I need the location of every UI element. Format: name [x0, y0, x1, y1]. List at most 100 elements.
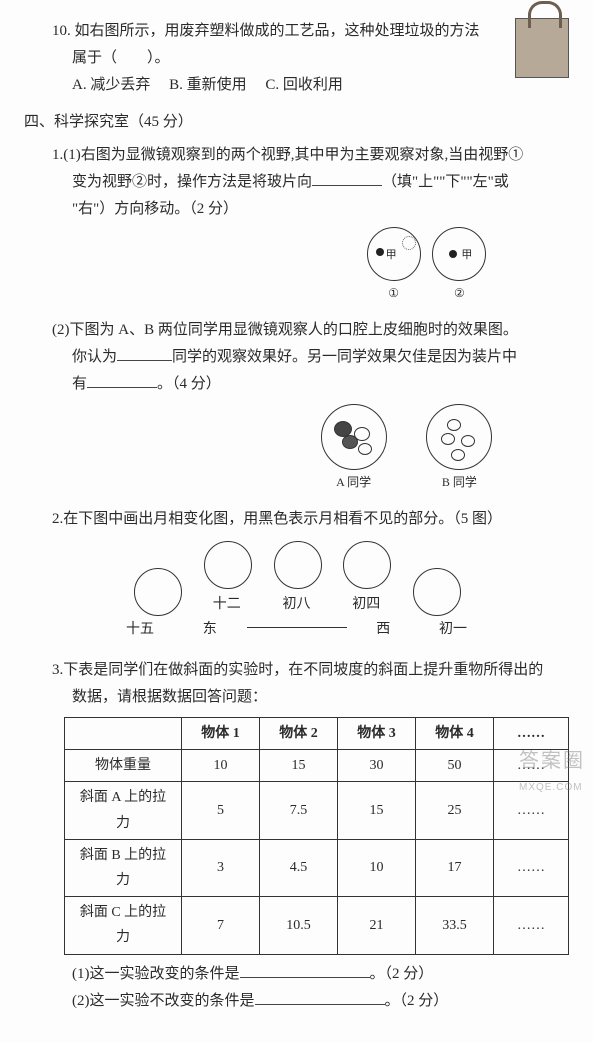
- dotted-icon: [402, 236, 416, 250]
- s4q1-2-l2a: 你认为: [72, 349, 117, 365]
- s4q1-1-line3: "右"）方向移动。（2 分）: [24, 196, 569, 223]
- table-cell: ……: [494, 897, 569, 954]
- s4q3: 3.下表是同学们在做斜面的实验时，在不同坡度的斜面上提升重物所得出的 数据，请根…: [24, 657, 569, 1015]
- s4q1-1-l1: 右图为显微镜观察到的两个视野,其中甲为主要观察对象,当由视野①: [81, 147, 524, 163]
- s4q1-2-l2b: 同学的观察效果好。另一同学效果欠佳是因为装片中: [172, 349, 517, 365]
- table-cell: 17: [416, 839, 494, 896]
- table-cell: 10.5: [260, 897, 338, 954]
- s4q1-2-l3b: 。（4 分）: [157, 376, 221, 392]
- dot-icon: [376, 248, 384, 256]
- s4q3-line2: 数据，请根据数据回答问题：: [24, 684, 569, 711]
- blank-changed[interactable]: [240, 962, 370, 978]
- dot-icon: [449, 250, 457, 258]
- cell-b-circle: [426, 404, 492, 470]
- cell-a-label: A 同学: [303, 472, 405, 494]
- table-cell: 斜面 A 上的拉力: [65, 782, 182, 839]
- s4q3-sub1b: 。（2 分）: [370, 966, 434, 982]
- table-header-cell: 物体 2: [260, 718, 338, 750]
- table-cell: 物体重量: [65, 750, 182, 782]
- cell-blob-icon: [461, 435, 475, 447]
- s4q1-2-line3: 有。（4 分）: [24, 371, 569, 398]
- table-cell: 3: [182, 839, 260, 896]
- cell-blob-icon: [354, 427, 370, 441]
- table-cell: 10: [182, 750, 260, 782]
- cell-views: A 同学 B 同学: [24, 404, 569, 496]
- s4q3-sub1a: (1)这一实验改变的条件是: [72, 966, 240, 982]
- cell-a-circle: [321, 404, 387, 470]
- view1-label: ①: [363, 283, 425, 305]
- table-header-cell: 物体 3: [338, 718, 416, 750]
- table-cell: ……: [494, 839, 569, 896]
- s4q1-2-line2: 你认为 同学的观察效果好。另一同学效果欠佳是因为装片中: [24, 344, 569, 371]
- s4q3-sub2b: 。（2 分）: [385, 993, 449, 1009]
- s4q1-1: 1.(1)右图为显微镜观察到的两个视野,其中甲为主要观察对象,当由视野① 变为视…: [24, 142, 569, 307]
- table-cell: ……: [494, 750, 569, 782]
- label-m1: 初一: [420, 617, 486, 642]
- table-cell: 21: [338, 897, 416, 954]
- table-header-cell: 物体 1: [182, 718, 260, 750]
- table-cell: 15: [338, 782, 416, 839]
- s4q1-1-line2: 变为视野②时，操作方法是将玻片向（填"上""下""左"或: [24, 169, 569, 196]
- moon-1[interactable]: [413, 568, 461, 616]
- microscope-views: 甲 ① 甲 ②: [24, 227, 569, 307]
- table-cell: 5: [182, 782, 260, 839]
- table-cell: 25: [416, 782, 494, 839]
- s4q1-1-num: 1.(1): [52, 147, 81, 163]
- view2-label: ②: [428, 283, 490, 305]
- s4q3-num: 3.: [52, 662, 63, 678]
- label-jia-1: 甲: [386, 246, 397, 266]
- blank-reason[interactable]: [87, 372, 157, 388]
- table-header-cell: ……: [494, 718, 569, 750]
- q10-opt-c: C. 回收利用: [265, 77, 343, 93]
- cell-blob-icon: [447, 419, 461, 431]
- label-m15: 十五: [107, 617, 173, 642]
- cell-blob-icon: [441, 433, 455, 445]
- table-header-cell: [65, 718, 182, 750]
- q10-options: A. 减少丢弃 B. 重新使用 C. 回收利用: [24, 72, 569, 99]
- east-west-line: [247, 627, 347, 628]
- s4q1-2-l1: 下图为 A、B 两位同学用显微镜观察人的口腔上皮细胞时的效果图。: [70, 322, 518, 338]
- blank-unchanged[interactable]: [255, 989, 385, 1005]
- basket-image: [515, 18, 569, 78]
- cell-blob-icon: [451, 449, 465, 461]
- s4q1-2-num: (2): [52, 322, 70, 338]
- table-cell: ……: [494, 782, 569, 839]
- table-cell: 33.5: [416, 897, 494, 954]
- s4q3-sub2: (2)这一实验不改变的条件是 。（2 分）: [24, 988, 569, 1015]
- s4q3-sub2a: (2)这一实验不改变的条件是: [72, 993, 255, 1009]
- moon-row-bottom: [24, 568, 569, 616]
- cell-b-label: B 同学: [408, 472, 510, 494]
- table-cell: 15: [260, 750, 338, 782]
- table-cell: 斜面 C 上的拉力: [65, 897, 182, 954]
- incline-table: 物体 1物体 2物体 3物体 4…… 物体重量10153050……斜面 A 上的…: [64, 717, 569, 955]
- q10: 10. 如右图所示，用废弃塑料做成的工艺品，这种处理垃圾的方法 属于（ ）。 A…: [24, 18, 569, 99]
- q10-line2: 属于（ ）。: [24, 45, 569, 72]
- s4q2: 2.在下图中画出月相变化图，用黑色表示月相看不见的部分。（5 图） 十二 初八 …: [24, 506, 569, 643]
- blank-student[interactable]: [117, 345, 172, 361]
- view-circle-2: 甲: [432, 227, 486, 281]
- s4q1-2: (2)下图为 A、B 两位同学用显微镜观察人的口腔上皮细胞时的效果图。 你认为 同…: [24, 317, 569, 496]
- q10-num: 10.: [52, 23, 71, 39]
- q10-opt-b: B. 重新使用: [169, 77, 247, 93]
- table-header-cell: 物体 4: [416, 718, 494, 750]
- q10-opt-a: A. 减少丢弃: [72, 77, 150, 93]
- table-cell: 7.5: [260, 782, 338, 839]
- s4q2-text: 2.在下图中画出月相变化图，用黑色表示月相看不见的部分。（5 图）: [24, 506, 569, 533]
- table-row: 斜面 B 上的拉力34.51017……: [65, 839, 569, 896]
- s4q1-1-line1: 1.(1)右图为显微镜观察到的两个视野,其中甲为主要观察对象,当由视野①: [24, 142, 569, 169]
- table-cell: 30: [338, 750, 416, 782]
- s4q1-1-l2a: 变为视野②时，操作方法是将玻片向: [72, 174, 312, 190]
- s4q3-l1: 下表是同学们在做斜面的实验时，在不同坡度的斜面上提升重物所得出的: [63, 662, 543, 678]
- moon-diagram: 十二 初八 初四 十五 东 西 初一: [24, 541, 569, 643]
- s4q3-line1: 3.下表是同学们在做斜面的实验时，在不同坡度的斜面上提升重物所得出的: [24, 657, 569, 684]
- label-east: 东: [203, 622, 217, 637]
- moon-row-labels-bottom: 十五 东 西 初一: [24, 616, 569, 643]
- q10-text-a: 如右图所示，用废弃塑料做成的工艺品，这种处理垃圾的方法: [75, 23, 480, 39]
- table-row: 斜面 C 上的拉力710.52133.5……: [65, 897, 569, 954]
- view-circle-1: 甲: [367, 227, 421, 281]
- table-cell: 7: [182, 897, 260, 954]
- table-cell: 10: [338, 839, 416, 896]
- moon-15[interactable]: [134, 568, 182, 616]
- blank-direction[interactable]: [312, 170, 382, 186]
- table-header-row: 物体 1物体 2物体 3物体 4……: [65, 718, 569, 750]
